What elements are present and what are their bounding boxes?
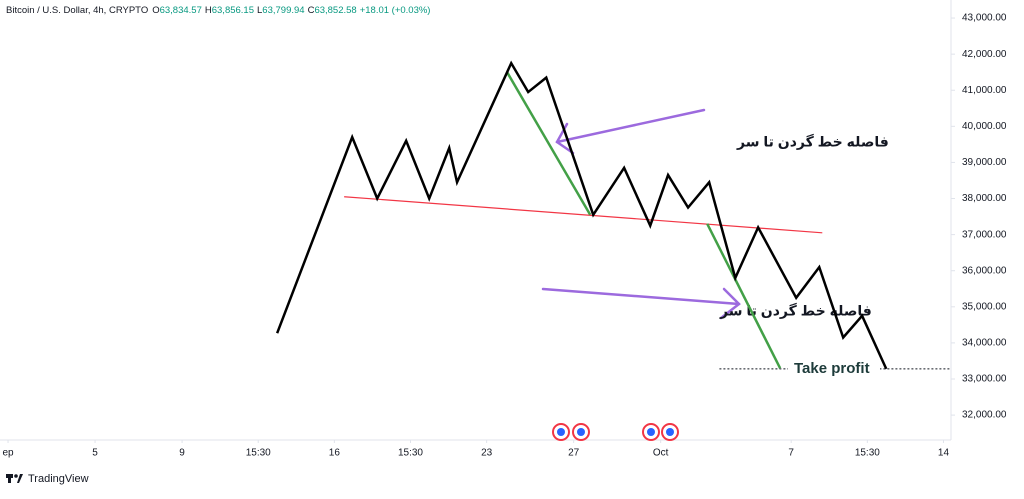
take-profit-label-bg: [788, 358, 880, 379]
arrow-lower: [541, 287, 741, 320]
x-tick-label: 15:30: [246, 448, 271, 459]
ohlc-value: 63,856.15: [212, 5, 254, 16]
take-profit-label: Take profit: [794, 360, 870, 377]
y-tick-label: 38,000.00: [962, 193, 1007, 204]
trend-line: [706, 223, 782, 369]
ohlc-value: 63,834.57: [160, 5, 202, 16]
x-tick-label: 9: [179, 448, 185, 459]
change: +18.01 (+0.03%): [360, 5, 431, 16]
x-tick-label: 7: [788, 448, 794, 459]
symbol: Bitcoin / U.S. Dollar, 4h, CRYPTO: [6, 5, 148, 16]
x-tick-label: 5: [92, 448, 98, 459]
x-tick-label: 27: [568, 448, 580, 459]
y-tick-label: 36,000.00: [962, 265, 1007, 276]
brand-logo: [6, 474, 23, 483]
y-tick-label: 32,000.00: [962, 410, 1007, 421]
y-tick-label: 40,000.00: [962, 121, 1007, 132]
y-tick-label: 34,000.00: [962, 338, 1007, 349]
annotation: فاصله خط گردن تا سر: [719, 303, 872, 320]
y-tick-label: 43,000.00: [962, 13, 1007, 24]
y-tick-label: 37,000.00: [962, 229, 1007, 240]
trend-line: [344, 196, 823, 234]
ohlc-label: O: [152, 5, 159, 16]
x-tick-label: 23: [481, 448, 493, 459]
y-tick-label: 42,000.00: [962, 49, 1007, 60]
symbol-header: Bitcoin / U.S. Dollar, 4h, CRYPTO O63,834…: [6, 5, 430, 16]
price-line: [275, 60, 888, 370]
x-tick-label: 15:30: [398, 448, 423, 459]
x-tick-label: 16: [329, 448, 341, 459]
y-tick-label: 41,000.00: [962, 85, 1007, 96]
trend-line: [506, 71, 592, 216]
ohlc-value: 63,852.58: [314, 5, 356, 16]
y-tick-label: 39,000.00: [962, 157, 1007, 168]
x-tick-label: 15:30: [855, 448, 880, 459]
ohlc-value: 63,799.94: [262, 5, 304, 16]
annotation: فاصله خط گردن تا سر: [736, 134, 889, 151]
y-tick-label: 33,000.00: [962, 374, 1007, 385]
x-tick-label: 14: [938, 448, 950, 459]
x-tick-label: Oct: [653, 448, 669, 459]
y-tick-label: 35,000.00: [962, 301, 1007, 312]
ohlc-label: L: [257, 5, 262, 16]
ohlc-label: C: [308, 5, 315, 16]
x-tick-label: ep: [2, 448, 14, 459]
ohlc-label: H: [205, 5, 212, 16]
brand: TradingView: [28, 473, 89, 485]
event-flags: [552, 423, 679, 441]
